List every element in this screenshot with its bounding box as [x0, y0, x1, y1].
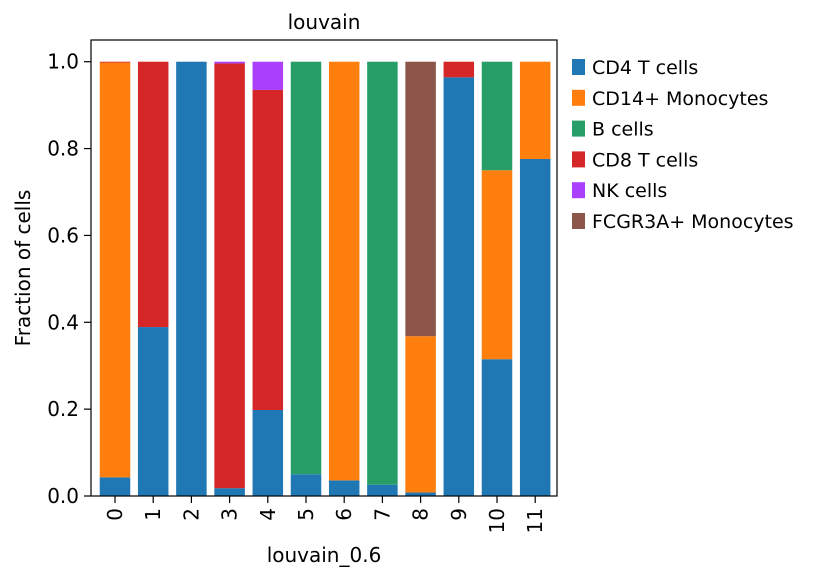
x-tick-label: 10 [485, 508, 509, 533]
y-tick-label: 0.0 [47, 484, 79, 508]
bar-segment [519, 158, 551, 497]
bar-segment [328, 61, 360, 481]
legend-swatch [572, 182, 585, 199]
legend-label: CD8 T cells [592, 149, 698, 171]
legend-label: CD14+ Monocytes [592, 88, 768, 110]
bar-segment [252, 61, 284, 90]
bar-segment [481, 359, 513, 496]
y-axis: 0.0 0.2 0.4 0.6 0.8 1.0 [47, 50, 91, 508]
bar-segment [99, 477, 131, 496]
bar-segment [443, 77, 475, 496]
legend-label: B cells [592, 119, 654, 141]
legend-label: NK cells [592, 180, 667, 202]
legend: CD4 T cells CD14+ Monocytes B cells CD8 T c… [572, 57, 794, 233]
bar-segment [99, 61, 131, 63]
bar-segment [443, 61, 475, 78]
x-tick-label: 0 [103, 508, 127, 521]
bar-segment [481, 170, 513, 360]
bars-layer [99, 61, 551, 497]
x-tick-label: 1 [141, 508, 165, 521]
y-axis-label: Fraction of cells [11, 190, 35, 347]
bar-segment [405, 492, 436, 496]
bar-segment [99, 62, 131, 478]
chart-title: louvain [288, 10, 361, 34]
bar-segment [481, 61, 513, 171]
bar-segment [137, 61, 169, 328]
y-tick-label: 0.8 [47, 137, 79, 161]
bar-segment [137, 327, 169, 496]
bar-segment [290, 474, 322, 496]
bar-segment [367, 484, 398, 496]
y-tick-label: 0.4 [47, 310, 79, 334]
bar-segment [519, 61, 551, 159]
bar-segment [328, 480, 360, 496]
plot-frame [90, 39, 558, 497]
x-tick-label: 3 [218, 508, 242, 521]
x-axis: 0 1 2 3 4 5 6 7 8 9 10 11 [103, 496, 547, 533]
legend-swatch [572, 151, 585, 168]
x-tick-label: 5 [294, 508, 318, 521]
x-axis-label: louvain_0.6 [267, 543, 382, 567]
x-tick-label: 2 [179, 508, 203, 521]
bar-segment [252, 89, 284, 411]
bar-segment [176, 61, 207, 497]
legend-swatch [572, 89, 585, 106]
y-tick-label: 1.0 [47, 50, 79, 74]
bar-segment [214, 488, 245, 496]
legend-swatch [572, 120, 585, 137]
legend-swatch [572, 213, 585, 229]
bar-segment [405, 336, 436, 493]
x-tick-label: 4 [256, 508, 280, 521]
bar-segment [214, 63, 245, 489]
bar-segment [405, 61, 436, 337]
x-tick-label: 11 [523, 508, 547, 533]
x-tick-label: 8 [409, 508, 433, 521]
y-tick-label: 0.2 [47, 397, 79, 421]
x-tick-label: 7 [370, 508, 394, 521]
legend-swatch [572, 59, 585, 75]
x-tick-label: 6 [332, 508, 356, 521]
bar-segment [252, 410, 284, 496]
x-tick-label: 9 [447, 508, 471, 521]
bar-segment [214, 61, 245, 64]
bar-segment [367, 61, 398, 485]
legend-label: FCGR3A+ Monocytes [592, 211, 794, 233]
legend-label: CD4 T cells [592, 57, 698, 79]
y-tick-label: 0.6 [47, 223, 79, 247]
bar-segment [290, 61, 322, 475]
